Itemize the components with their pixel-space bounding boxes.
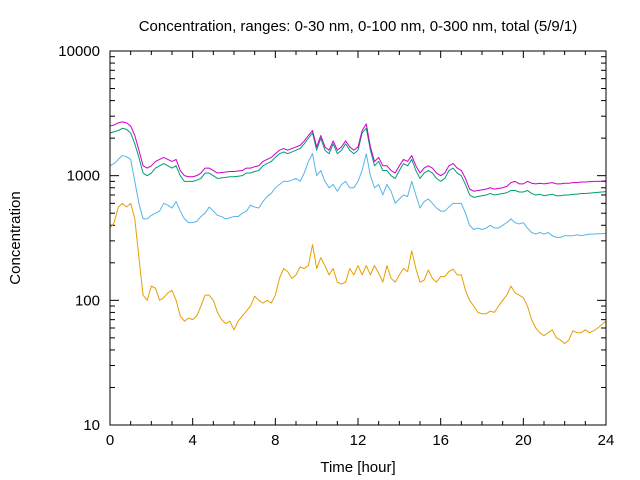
x-tick-label: 0	[106, 432, 114, 449]
series-line-2	[109, 153, 607, 238]
x-tick-label: 16	[432, 432, 449, 449]
series-line-4	[109, 121, 607, 192]
series-layer	[109, 121, 607, 345]
series-line-3	[109, 127, 607, 198]
x-tick-label: 20	[515, 432, 532, 449]
x-tick-label: 4	[188, 432, 196, 449]
x-tick-label: 24	[598, 432, 615, 449]
chart-title: Concentration, ranges: 0-30 nm, 0-100 nm…	[139, 18, 578, 35]
y-tick-label: 1000	[67, 168, 100, 185]
y-tick-label: 10	[83, 417, 100, 434]
plot-frame	[109, 50, 607, 426]
y-tick-label: 10000	[58, 43, 100, 60]
axis-ticks: 0 4 8 12 16 20 24 10 100 1000 10000	[58, 43, 614, 449]
y-tick-label: 100	[75, 292, 100, 309]
series-line-1	[109, 202, 607, 345]
x-tick-label: 12	[350, 432, 367, 449]
x-axis-label: Time [hour]	[320, 459, 395, 476]
x-tick-label: 8	[271, 432, 279, 449]
y-axis-label: Concentration	[7, 191, 24, 284]
